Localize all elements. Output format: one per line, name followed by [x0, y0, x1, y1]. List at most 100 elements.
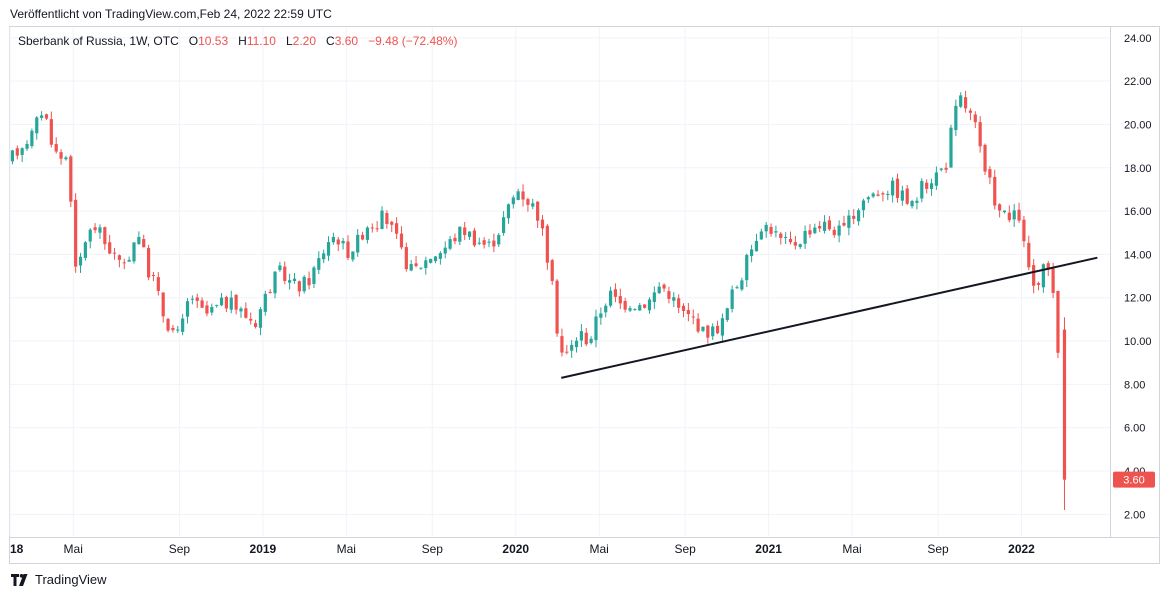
candle-up: [137, 236, 141, 245]
candle-up: [891, 180, 895, 196]
candle-down: [108, 242, 112, 254]
candle-up: [229, 297, 233, 310]
candle-up: [740, 280, 744, 290]
candle-down: [156, 277, 160, 291]
candle-down: [1046, 263, 1050, 270]
candle-down: [827, 220, 832, 230]
candle-down: [521, 191, 525, 200]
candle-up: [657, 286, 661, 294]
candle-up: [302, 276, 306, 292]
candle-down: [623, 301, 627, 310]
low-value: 2.20: [292, 34, 317, 48]
candle-up: [647, 299, 652, 311]
candle-down: [536, 201, 540, 221]
candle-down: [93, 227, 97, 231]
candle-down: [146, 248, 151, 278]
candle-down: [613, 289, 618, 297]
candle-down: [944, 167, 948, 170]
candle-up: [326, 242, 331, 256]
candle-up: [701, 326, 705, 331]
candle-down: [788, 238, 793, 243]
time-tick-label: 2022: [1008, 542, 1035, 556]
candle-up: [322, 253, 326, 260]
axes: [9, 26, 1160, 538]
candle-up: [356, 234, 360, 253]
candle-down: [472, 230, 477, 246]
candle-up: [730, 289, 734, 309]
trendline-group: [561, 256, 1098, 379]
candle-up: [317, 258, 321, 270]
time-tick-label: 2019: [250, 542, 277, 556]
price-tick-label: 24.00: [1124, 33, 1152, 45]
time-tick-label: 18: [10, 542, 24, 556]
candle-up: [608, 290, 613, 306]
candle-down: [993, 176, 997, 206]
candle-down: [253, 323, 258, 327]
price-axis[interactable]: 2.004.006.008.0010.0012.0014.0016.0018.0…: [1124, 33, 1152, 522]
candle-down: [200, 300, 204, 308]
candle-up: [886, 193, 890, 196]
symbol-name[interactable]: Sberbank of Russia, 1W, OTC: [18, 34, 179, 48]
candle-down: [808, 230, 812, 235]
candle-up: [98, 227, 102, 233]
candle-up: [64, 157, 68, 160]
open-value: 10.53: [198, 34, 229, 48]
candle-up: [516, 191, 520, 200]
close-value: 3.60: [334, 34, 359, 48]
candle-up: [750, 249, 754, 257]
candle-up: [579, 331, 583, 341]
candle-up: [1041, 264, 1045, 288]
candle-up: [351, 251, 355, 260]
time-axis[interactable]: 18 Mai Sep 2019 Mai Sep 2020 Mai Sep 2021 Mai Sep 20…: [10, 542, 1035, 556]
candle-up: [589, 338, 593, 343]
candle-up: [735, 287, 739, 289]
candle-up: [934, 172, 938, 186]
tradingview-brand[interactable]: TradingView: [11, 572, 107, 587]
last-price-badge: [1113, 471, 1155, 488]
candle-down: [618, 296, 622, 304]
candle-up: [273, 271, 277, 294]
candle-up: [949, 127, 953, 168]
candle-down: [968, 110, 973, 113]
candle-up: [25, 143, 29, 149]
candle-down: [584, 332, 588, 345]
candle-down: [151, 274, 156, 276]
candle-up: [288, 280, 292, 283]
last-price-marker: 3.60: [1113, 471, 1155, 488]
candle-down: [852, 215, 856, 219]
candle-down: [1022, 219, 1026, 242]
price-tick-label: 18.00: [1124, 163, 1152, 175]
candle-up: [292, 278, 297, 282]
candle-down: [988, 169, 992, 178]
candle-up: [263, 293, 267, 312]
candle-up: [438, 253, 442, 259]
candle-down: [44, 114, 49, 119]
candle-down: [395, 223, 399, 234]
candle-down: [297, 281, 301, 292]
candle-up: [822, 221, 827, 231]
candle-up: [798, 244, 802, 248]
time-tick-label: Mai: [64, 542, 83, 556]
candle-up: [638, 305, 642, 311]
candle-up: [20, 148, 24, 155]
candle-up: [501, 217, 506, 233]
published-attribution: Veröffentlicht von TradingView.com,Feb 2…: [10, 7, 332, 21]
tradingview-logo-icon: [11, 573, 28, 586]
candle-up: [759, 231, 763, 240]
candle-down: [268, 291, 272, 293]
candle-up: [837, 225, 841, 236]
candle-up: [745, 254, 749, 281]
candle-down: [404, 247, 408, 270]
candle-up: [219, 297, 224, 306]
candle-down: [390, 221, 394, 225]
candle-up: [127, 259, 131, 262]
candle-up: [341, 240, 345, 244]
time-tick-label: 2021: [755, 542, 782, 556]
candle-down: [1036, 283, 1041, 285]
candle-up: [604, 305, 608, 313]
price-tick-label: 16.00: [1124, 206, 1152, 218]
candle-down: [234, 294, 238, 310]
candle-down: [550, 260, 554, 282]
candle-up: [467, 231, 472, 237]
